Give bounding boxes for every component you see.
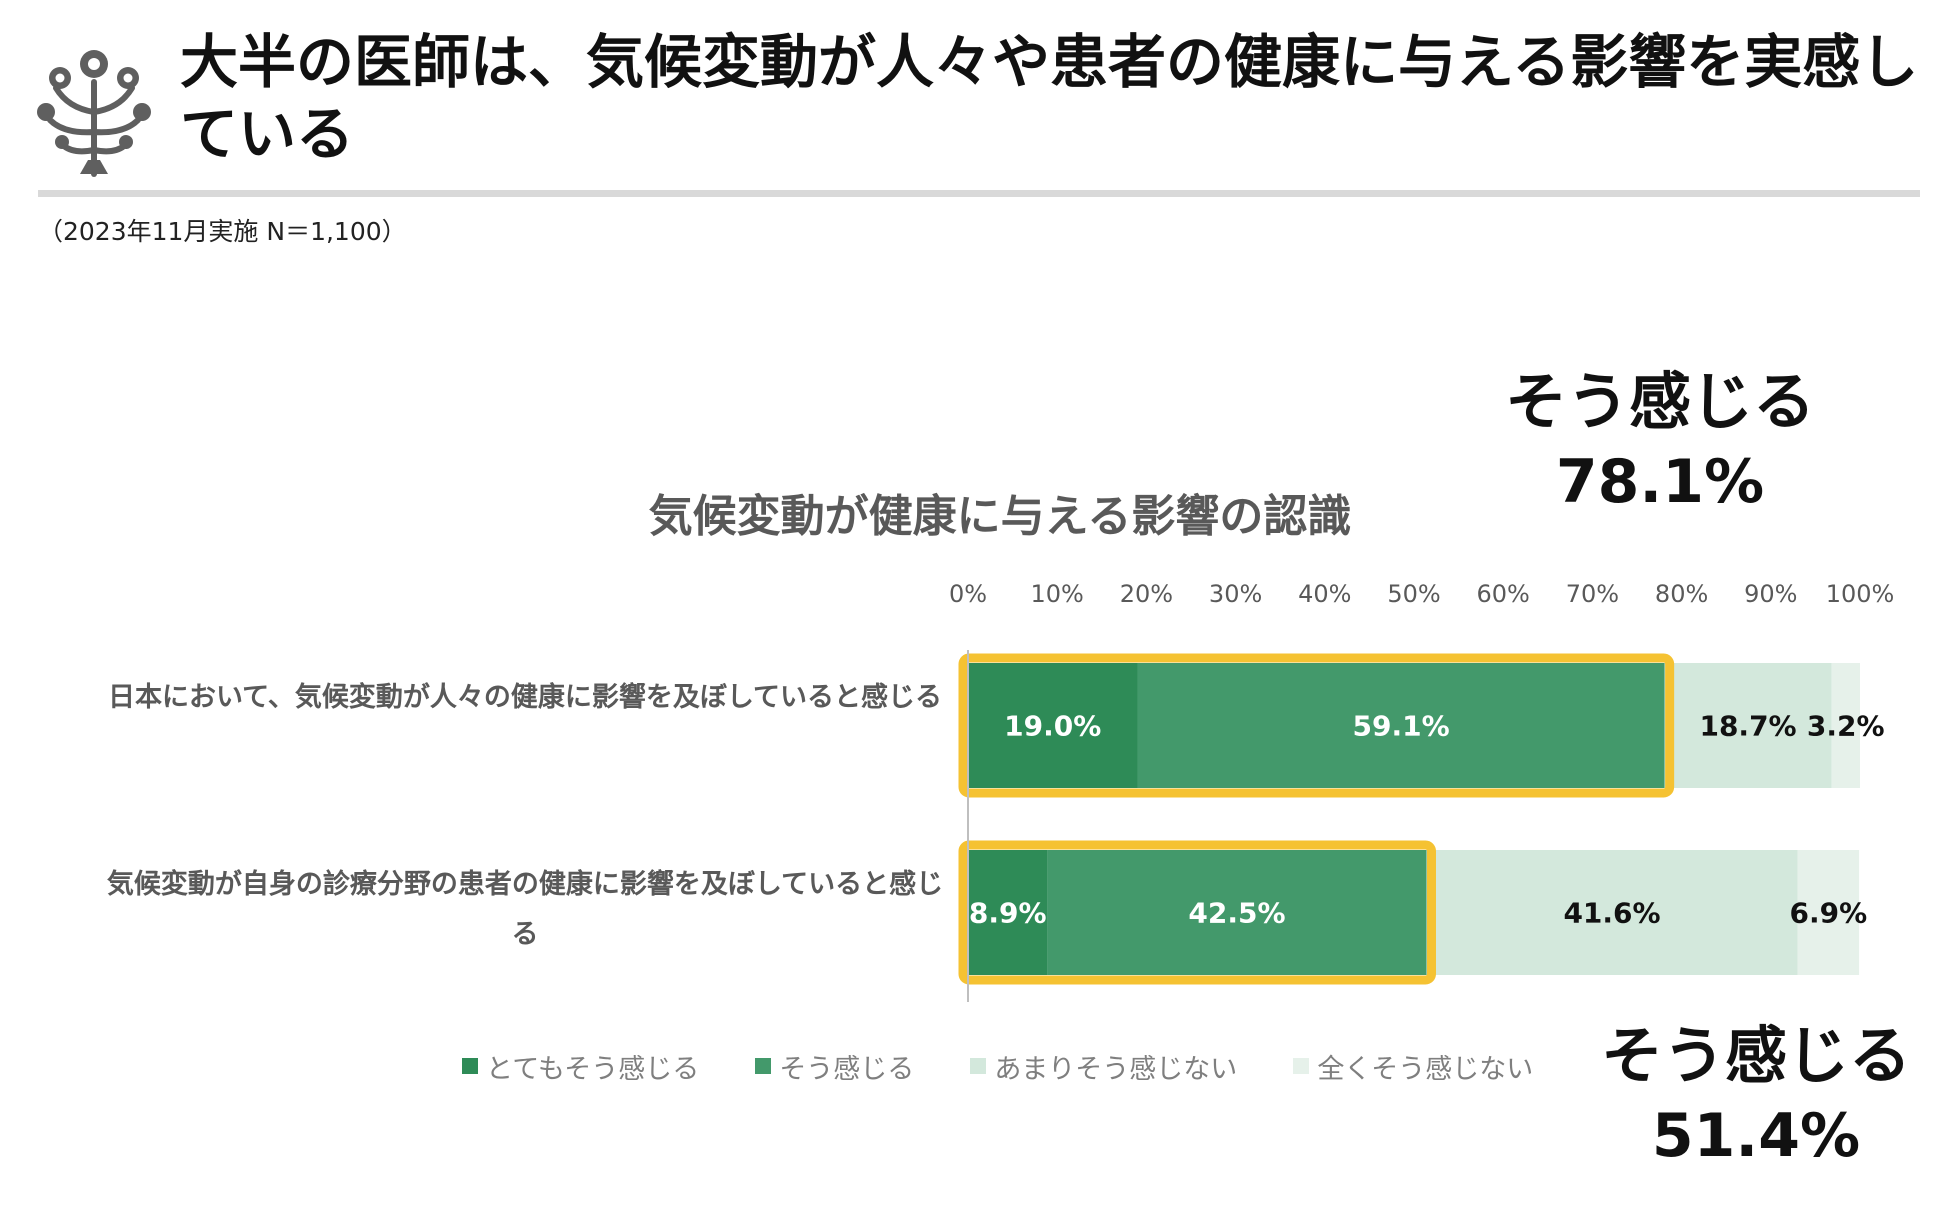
x-tick-label: 20% [1120, 580, 1173, 608]
x-tick-label: 30% [1209, 580, 1262, 608]
legend-swatch [1293, 1058, 1310, 1074]
legend-label: そう感じる [779, 1053, 915, 1085]
legend-item-not-at-all: 全くそう感じない [1293, 1047, 1533, 1086]
data-label: 42.5% [1188, 897, 1285, 930]
bar-segment [1664, 663, 1832, 788]
bar-segment [1831, 663, 1860, 788]
legend-item-agree: そう感じる [755, 1047, 914, 1086]
bar-segment [968, 850, 1048, 975]
legend-swatch [755, 1058, 772, 1074]
callout-row1: そう感じる 78.1% [1480, 362, 1840, 522]
x-tick-label: 100% [1826, 580, 1895, 608]
category-label-2: 気候変動が自身の診療分野の患者の健康に影響を及ぼしていると感じる [106, 869, 944, 950]
legend-swatch [970, 1058, 987, 1074]
data-label: 19.0% [1004, 710, 1101, 743]
highlight-box [958, 840, 1436, 985]
page-title: 大半の医師は、気候変動が人々や患者の健康に与える影響を実感している [180, 28, 1919, 168]
legend-item-very-much: とてもそう感じる [462, 1047, 699, 1086]
data-label: 3.2% [1807, 710, 1885, 743]
x-tick-label: 50% [1387, 580, 1440, 608]
legend-swatch [462, 1058, 478, 1074]
x-tick-label: 60% [1477, 580, 1530, 608]
legend-label: 全くそう感じない [1317, 1053, 1534, 1085]
data-label: 41.6% [1563, 897, 1660, 930]
data-label: 18.7% [1699, 710, 1796, 743]
legend-label: とてもそう感じる [486, 1053, 700, 1085]
title-divider [38, 190, 1920, 197]
chart-title: 気候変動が健康に与える影響の認識 [648, 491, 1352, 542]
survey-note: （2023年11月実施 N＝1,100） [38, 217, 407, 246]
x-tick-label: 90% [1744, 580, 1797, 608]
highlight-box [958, 653, 1675, 798]
callout-label: そう感じる [1504, 365, 1815, 438]
callout-value: 51.4% [1651, 1101, 1861, 1171]
x-tick-label: 40% [1298, 580, 1351, 608]
bar-segment [1137, 663, 1665, 788]
category-label-1: 日本において、気候変動が人々の健康に影響を及ぼしていると感じる [107, 682, 943, 713]
callout-label: そう感じる [1600, 1019, 1911, 1092]
data-label: 8.9% [969, 897, 1047, 930]
data-label: 6.9% [1790, 897, 1868, 930]
x-tick-label: 10% [1031, 580, 1084, 608]
callout-row2: そう感じる 51.4% [1576, 1016, 1936, 1176]
x-tick-label: 0% [949, 580, 987, 608]
data-label: 59.1% [1352, 710, 1449, 743]
legend-item-not-much: あまりそう感じない [970, 1047, 1237, 1086]
callout-value: 78.1% [1555, 447, 1765, 517]
chart-legend: とてもそう感じる そう感じる あまりそう感じない 全くそう感じない [462, 1047, 1533, 1086]
bar-segment [1797, 850, 1860, 975]
x-tick-label: 80% [1655, 580, 1708, 608]
logo-tree-icon [37, 50, 151, 177]
x-tick-label: 70% [1566, 580, 1619, 608]
bar-segment [1047, 850, 1427, 975]
bar-segment [968, 663, 1138, 788]
bar-segment [1426, 850, 1798, 975]
legend-label: あまりそう感じない [994, 1053, 1238, 1085]
